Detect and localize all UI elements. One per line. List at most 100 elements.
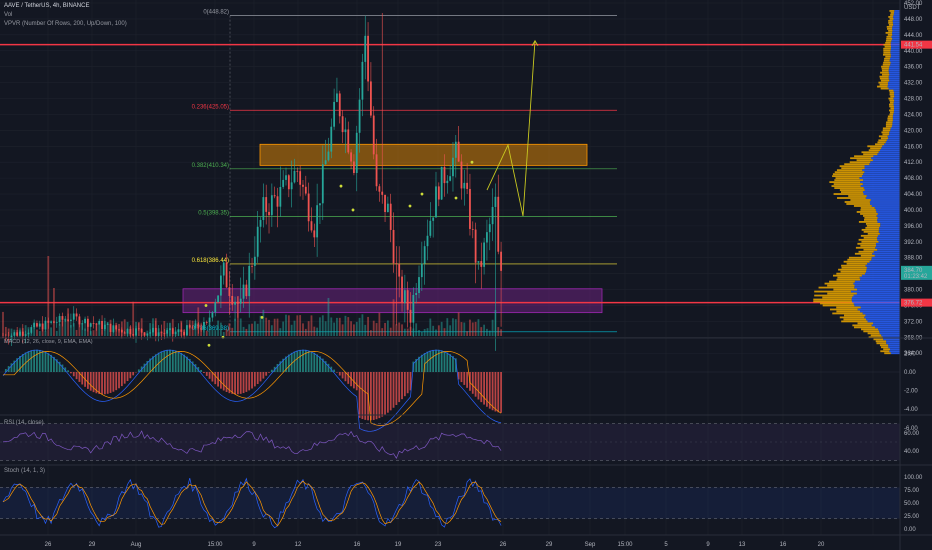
macd-histogram-bar <box>279 361 282 372</box>
candle-body <box>460 161 463 189</box>
candle-body <box>203 321 205 330</box>
vp-up-bar <box>889 59 900 62</box>
projection-path[interactable] <box>486 39 539 217</box>
macd-histogram-bar <box>171 349 174 372</box>
candle-body <box>287 175 290 190</box>
vp-up-bar <box>890 129 900 132</box>
date-tick-label: 26 <box>45 542 52 548</box>
volume-bar <box>75 329 78 336</box>
candle-body <box>180 329 183 332</box>
vp-down-bar <box>882 63 891 66</box>
vp-down-bar <box>867 145 883 148</box>
macd-histogram-bar <box>50 354 53 372</box>
vp-up-bar <box>894 91 900 94</box>
volume-bar <box>469 319 471 336</box>
vp-up-bar <box>888 346 900 349</box>
candle-body <box>81 323 84 325</box>
candle-body <box>253 256 256 266</box>
vp-down-bar <box>888 97 894 100</box>
macd-histogram-bar <box>437 349 440 372</box>
price-tick-label: 392.00 <box>904 240 923 246</box>
vp-up-bar <box>864 189 900 191</box>
macd-histogram-bar <box>435 349 437 372</box>
vp-up-bar <box>863 187 900 189</box>
vp-down-bar <box>841 191 863 193</box>
date-tick-label: 15:00 <box>207 542 223 548</box>
vp-down-bar <box>889 91 895 94</box>
vp-down-bar <box>856 211 877 213</box>
candle-body <box>112 325 115 333</box>
signal-dot <box>408 204 412 208</box>
fib-level-label: 0.236(425.05) <box>192 104 229 110</box>
macd-histogram-bar <box>203 372 205 373</box>
candle-body <box>341 116 344 133</box>
macd-histogram-bar <box>129 372 132 379</box>
candle-body <box>446 180 449 184</box>
vp-down-bar <box>865 222 881 225</box>
macd-histogram-bar <box>225 372 228 392</box>
vp-up-bar <box>874 254 900 257</box>
projection-line <box>486 40 536 217</box>
volume-bar <box>457 312 460 336</box>
signal-dot <box>420 192 424 196</box>
candle-body <box>87 318 89 327</box>
macd-histogram-bar <box>251 372 253 389</box>
vp-down-bar <box>890 14 894 16</box>
macd-histogram-bar <box>166 349 169 372</box>
vp-up-bar <box>890 352 900 355</box>
macd-histogram-bar <box>307 350 310 372</box>
price-tick-label: 444.00 <box>904 33 923 39</box>
macd-histogram-bar <box>276 363 279 372</box>
vp-up-bar <box>875 246 900 249</box>
volume-bar <box>58 323 61 336</box>
vp-up-bar <box>872 159 900 162</box>
volume-bar <box>392 299 395 336</box>
vp-down-bar <box>888 29 893 32</box>
vp-up-bar <box>893 23 900 26</box>
vp-down-bar <box>832 312 863 315</box>
vp-down-bar <box>888 89 894 92</box>
vp-down-bar <box>879 344 889 347</box>
signal-dot <box>454 196 458 200</box>
vp-up-bar <box>853 302 900 305</box>
vp-down-bar <box>858 221 878 223</box>
vp-up-bar <box>851 296 900 299</box>
vp-down-bar <box>850 199 871 201</box>
macd-histogram-bar <box>248 372 251 391</box>
vp-down-bar <box>848 256 872 259</box>
vp-up-bar <box>890 53 900 56</box>
vp-down-bar <box>887 117 893 120</box>
signal-dot <box>204 304 208 307</box>
candle-body <box>268 211 270 216</box>
volume-bar <box>420 331 423 336</box>
vp-up-bar <box>867 320 900 323</box>
candle-body <box>381 191 384 195</box>
vp-down-bar <box>833 288 858 291</box>
vp-up-bar <box>871 205 900 207</box>
vp-up-bar <box>892 27 900 30</box>
vp-down-bar <box>888 16 894 18</box>
macd-histogram-bar <box>355 372 358 391</box>
candle-body <box>500 251 502 271</box>
vp-up-bar <box>879 149 900 152</box>
macd-histogram-bar <box>395 372 398 405</box>
vp-down-bar <box>880 87 889 90</box>
vp-up-bar <box>871 324 900 327</box>
vp-up-bar <box>893 109 900 112</box>
volume-bar <box>463 322 466 336</box>
time-axis[interactable]: 26 29 Aug 15:00 9 12 16 19 23 26 29 Sep 15:00 5 9 13 16 2… <box>0 536 932 550</box>
macd-histogram-bar <box>401 372 403 400</box>
candle-body <box>146 333 149 336</box>
candle-body <box>16 332 19 336</box>
vp-up-bar <box>893 16 900 18</box>
horizontal-levels[interactable] <box>0 43 900 304</box>
volume-bar <box>132 301 135 336</box>
rsi-tick-label: 40.00 <box>904 449 920 455</box>
vp-down-bar <box>839 316 865 319</box>
candle-body <box>449 176 452 181</box>
candle-body <box>347 129 350 153</box>
candle-body <box>61 316 64 320</box>
